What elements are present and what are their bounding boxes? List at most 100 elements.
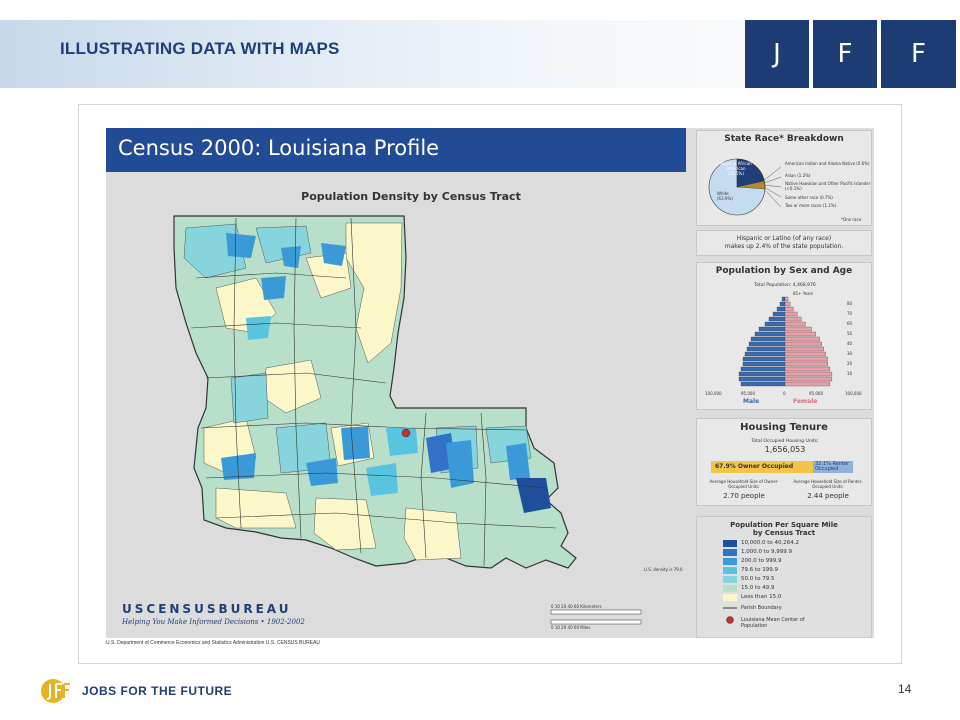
housing-total-value: 1,656,053 — [764, 445, 806, 454]
housing-total-label: Total Occupied Housing Units: — [751, 439, 819, 444]
pyramid-bar-female — [784, 361, 828, 367]
legend-swatch — [723, 593, 737, 601]
housing-title: Housing Tenure — [740, 422, 828, 433]
pyramid-bar-female — [784, 341, 822, 347]
density-legend-panel: Population Per Square Mile by Census Tra… — [696, 516, 872, 638]
race-pie-chart — [708, 158, 782, 216]
logo-letter-f2: F — [881, 20, 956, 88]
legend-row: 50.0 to 79.5 — [723, 575, 775, 583]
race-label-black: Black or African American (32.5%) — [720, 161, 752, 176]
population-pyramid — [738, 296, 833, 387]
pyramid-bar-female — [784, 371, 833, 377]
female-label: Female — [793, 398, 818, 405]
jff-logo-blocks: J F F — [745, 20, 956, 88]
legend-row: 200.0 to 999.9 — [723, 557, 782, 565]
pyramid-bar-male — [772, 311, 786, 317]
legend-label: 1,000.0 to 9,999.9 — [741, 549, 793, 555]
sex-age-panel: Population by Sex and Age Total Populati… — [696, 262, 872, 410]
page-number: 14 — [898, 682, 912, 696]
census-bureau-logo: USCENSUSBUREAU — [122, 602, 292, 616]
owner-size-value: 2.70 people — [723, 492, 765, 500]
pyramid-bar-female — [784, 306, 794, 312]
race-breakdown-panel: State Race* Breakdown Black or African A… — [696, 130, 872, 226]
pyramid-bar-female — [784, 296, 789, 302]
renter-size-value: 2.44 people — [807, 492, 849, 500]
map-subtitle: Population Density by Census Tract — [301, 190, 521, 203]
housing-panel: Housing Tenure Total Occupied Housing Un… — [696, 418, 872, 506]
pyramid-bar-male — [740, 366, 786, 372]
legend-label: 50.0 to 79.5 — [741, 576, 775, 582]
legend-swatch — [723, 557, 737, 565]
x-tick-0: 100,000 — [705, 391, 722, 396]
pyramid-bar-female — [784, 316, 802, 322]
pyramid-bar-male — [748, 341, 786, 347]
legend-row: Less than 15.0 — [723, 593, 781, 601]
race-label-two-or-more: Two or more races (1.1%) — [785, 203, 837, 208]
pyramid-bar-male — [768, 316, 786, 322]
mean-center-label: Louisiana Mean Center of Population — [741, 617, 805, 629]
race-label-white: White (63.9%) — [717, 191, 733, 201]
race-label-asian: Asian (1.2%) — [785, 173, 811, 178]
footer-org-name: JOBS FOR THE FUTURE — [82, 684, 233, 698]
legend-title-1: Population Per Square Mile — [730, 521, 838, 529]
legend-row: 10,000.0 to 40,264.2 — [723, 539, 799, 547]
hispanic-panel: Hispanic or Latino (of any race) makes u… — [696, 230, 872, 256]
race-label-other: Some other race (0.7%) — [785, 195, 833, 200]
renter-occupied-bar: 32.1% Renter Occupied — [813, 461, 853, 473]
age-label-85: 85+ Years — [793, 291, 814, 296]
pyramid-bar-male — [738, 376, 786, 382]
x-tick-1: 95,000 — [741, 391, 755, 396]
jff-footer-icon — [41, 679, 70, 703]
pyramid-bar-male — [742, 361, 786, 367]
poster-footer-credit: U.S. Department of Commerce Economics an… — [106, 640, 320, 646]
x-tick-4: 100,000 — [845, 391, 862, 396]
pyramid-bar-female — [784, 366, 831, 372]
legend-label: 79.6 to 199.9 — [741, 567, 779, 573]
pyramid-bar-male — [742, 356, 786, 362]
louisiana-state-shape — [173, 215, 577, 569]
legend-swatch — [723, 575, 737, 583]
census-poster: Census 2000: Louisiana Profile Populatio… — [106, 128, 874, 638]
pyramid-bar-male — [750, 336, 786, 342]
legend-swatch — [723, 566, 737, 574]
pyramid-bar-male — [764, 321, 786, 327]
pyramid-bar-female — [784, 331, 816, 337]
pyramid-bar-male — [779, 301, 786, 307]
race-label-nhpi: Native Hawaiian and Other Pacific Island… — [785, 181, 871, 191]
pyramid-bar-female — [784, 351, 826, 357]
louisiana-map — [173, 215, 642, 625]
legend-label: 15.0 to 49.9 — [741, 585, 775, 591]
pyramid-bar-male — [758, 326, 786, 332]
pyramid-bar-female — [784, 311, 798, 317]
census-bureau-tagline: Helping You Make Informed Decisions • 19… — [122, 618, 305, 626]
x-tick-2: 0 — [783, 391, 786, 396]
legend-label: 200.0 to 999.9 — [741, 558, 782, 564]
pyramid-bar-male — [740, 381, 786, 387]
race-label-aian: American Indian and Alaska Native (0.6%) — [785, 161, 870, 166]
pyramid-bar-female — [784, 301, 791, 307]
legend-row: 1,000.0 to 9,999.9 — [723, 548, 792, 556]
legend-label: Less than 15.0 — [741, 594, 782, 600]
age-label-60: 60 — [847, 321, 853, 326]
pyramid-bar-male — [746, 346, 786, 352]
pyramid-bar-female — [784, 346, 824, 352]
age-label-80: 80 — [847, 301, 853, 306]
legend-row: 15.0 to 49.9 — [723, 584, 775, 592]
slide-title: ILLUSTRATING DATA WITH MAPS — [60, 39, 340, 58]
sex-age-title: Population by Sex and Age — [715, 266, 853, 276]
pyramid-bar-male — [781, 296, 786, 302]
owner-size-label: Average Household Size of Owner-Occupied… — [709, 479, 779, 489]
legend-title-2: by Census Tract — [752, 529, 816, 537]
mean-center-marker — [401, 428, 411, 438]
pyramid-bar-male — [744, 351, 786, 357]
parish-boundary-label: Parish Boundary — [741, 605, 782, 611]
pyramid-bar-female — [784, 321, 806, 327]
pyramid-bar-female — [784, 381, 831, 387]
age-label-10: 10 — [847, 371, 853, 376]
logo-letter-j: J — [745, 20, 809, 88]
male-label: Male — [743, 398, 760, 405]
legend-swatch — [723, 584, 737, 592]
race-footnote: *One race — [841, 217, 862, 222]
scale-mi-label: 0 10 20 40 60 Miles — [551, 625, 591, 630]
pyramid-bar-female — [784, 376, 833, 382]
